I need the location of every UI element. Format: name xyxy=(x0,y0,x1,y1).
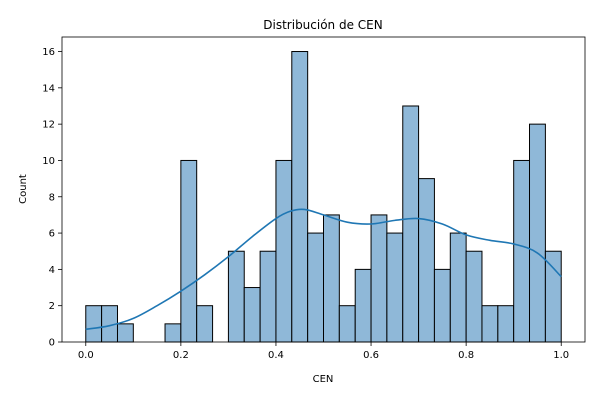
histogram-bar xyxy=(497,305,515,343)
histogram-bar xyxy=(307,232,325,343)
histogram-bar xyxy=(196,305,214,343)
plot-frame xyxy=(61,36,586,343)
histogram-bar xyxy=(323,214,340,343)
histogram-bar xyxy=(465,250,483,343)
y-axis-label: Count xyxy=(18,174,29,204)
bars-layer xyxy=(85,51,562,343)
histogram-bar xyxy=(243,287,261,343)
x-tick-label: 0.0 xyxy=(78,350,94,361)
x-tick-label: 1.0 xyxy=(553,350,569,361)
histogram-bar xyxy=(481,305,499,343)
x-axis-label: CEN xyxy=(313,374,334,385)
y-tick-label: 2 xyxy=(49,301,55,312)
x-tick-label: 0.4 xyxy=(268,350,284,361)
histogram-bar xyxy=(529,123,546,343)
histogram-bar xyxy=(227,250,245,343)
y-tick-label: 12 xyxy=(42,120,55,131)
chart-title: Distribución de CEN xyxy=(263,18,382,32)
y-tick-label: 10 xyxy=(42,156,55,167)
y-tick-label: 8 xyxy=(49,192,55,203)
y-tick-label: 6 xyxy=(49,229,55,240)
x-tick-label: 0.8 xyxy=(458,350,474,361)
histogram-bar xyxy=(544,250,562,343)
kde-layer xyxy=(85,208,562,331)
histogram-bar xyxy=(259,250,277,343)
histogram-bar xyxy=(402,105,420,343)
histogram-bar xyxy=(354,268,372,343)
y-tick-label: 16 xyxy=(42,47,55,58)
histogram-bar xyxy=(433,268,451,343)
histogram-bar xyxy=(116,323,134,343)
histogram-bar xyxy=(180,159,198,343)
y-tick-label: 4 xyxy=(49,265,55,276)
histogram-bar xyxy=(275,159,293,343)
histogram-bar xyxy=(513,159,531,343)
histogram-bar xyxy=(370,214,388,343)
histogram-bar xyxy=(449,232,467,343)
histogram-bar xyxy=(291,51,309,343)
histogram-bar xyxy=(418,178,435,343)
x-axis: 0.0 0.2 0.4 0.6 0.8 1.0 xyxy=(78,342,569,361)
histogram-bar xyxy=(164,323,182,343)
x-tick-label: 0.2 xyxy=(173,350,189,361)
histogram-bar xyxy=(386,232,404,343)
y-axis: 0 2 4 6 8 10 12 14 16 xyxy=(42,47,62,349)
y-tick-label: 14 xyxy=(42,83,55,94)
histogram-bar xyxy=(85,305,103,343)
y-tick-label: 0 xyxy=(49,338,55,349)
x-tick-label: 0.6 xyxy=(363,350,379,361)
histogram-bar xyxy=(338,305,356,343)
kde-line xyxy=(85,208,562,331)
